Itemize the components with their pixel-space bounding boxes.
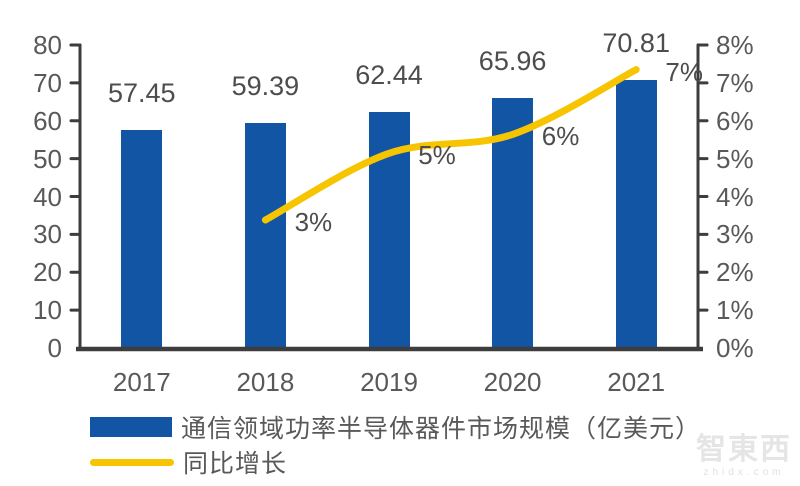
- bar-value-label: 59.39: [231, 71, 300, 102]
- y-axis-right-tick-label: 7%: [716, 67, 754, 98]
- bar: [244, 123, 286, 349]
- x-axis-label: 2021: [607, 367, 666, 397]
- legend-item-market-size: 通信领域功率半导体器件市场规模（亿美元）: [90, 414, 701, 443]
- watermark: 智東西 zhidx.com: [696, 435, 792, 478]
- watermark-logo: 智東西: [696, 433, 792, 466]
- bar-series-swatch: [90, 417, 172, 437]
- x-axis-label: 2019: [360, 367, 418, 397]
- y-axis-right-tick-label: 0%: [716, 333, 754, 363]
- y-axis-left-tick-label: 10: [33, 295, 62, 326]
- y-axis-right-tick-label: 1%: [716, 295, 754, 326]
- y-axis-right-tick-label: 2%: [716, 257, 754, 288]
- x-axis-label: 2020: [483, 367, 542, 397]
- bar-value-label: 65.96: [478, 46, 547, 77]
- y-axis-right-tick-label: 8%: [716, 30, 754, 60]
- bar: [615, 79, 657, 349]
- y-axis-left-tick-label: 60: [33, 105, 62, 136]
- watermark-domain: zhidx.com: [703, 467, 785, 478]
- line-series-label: 同比增长: [183, 450, 288, 478]
- y-axis-left-tick-label: 0: [47, 333, 62, 363]
- growth-point-label: 5%: [418, 140, 456, 171]
- bar-value-label: 57.45: [108, 78, 176, 109]
- y-axis-right-tick-label: 5%: [716, 143, 754, 174]
- bar-value-label: 70.81: [602, 27, 670, 58]
- y-axis-left-tick-label: 40: [33, 181, 62, 212]
- growth-point-label: 6%: [541, 121, 580, 152]
- bar-value-label: 62.44: [355, 59, 423, 90]
- growth-point-label: 3%: [294, 206, 333, 237]
- growth-point-label: 7%: [665, 56, 703, 87]
- legend-item-yoy-growth: 同比增长: [90, 449, 287, 478]
- y-axis-left-tick-label: 70: [33, 67, 62, 98]
- y-axis-left-tick-label: 30: [33, 219, 62, 250]
- x-axis-label: 2018: [236, 367, 295, 397]
- bar-series-label: 通信领域功率半导体器件市场规模（亿美元）: [181, 415, 702, 443]
- y-axis-left-tick-label: 80: [33, 30, 62, 60]
- y-axis-left-tick-label: 20: [33, 257, 62, 288]
- y-axis-right: [696, 43, 709, 350]
- bar: [121, 130, 163, 349]
- x-axis-label: 2017: [112, 367, 171, 397]
- y-axis-right-tick-label: 6%: [716, 105, 754, 136]
- y-axis-right-tick-label: 4%: [716, 181, 754, 212]
- y-axis-left-tick-label: 50: [33, 143, 62, 174]
- y-axis-right-tick-label: 3%: [716, 219, 754, 250]
- line-series-swatch: [90, 458, 174, 466]
